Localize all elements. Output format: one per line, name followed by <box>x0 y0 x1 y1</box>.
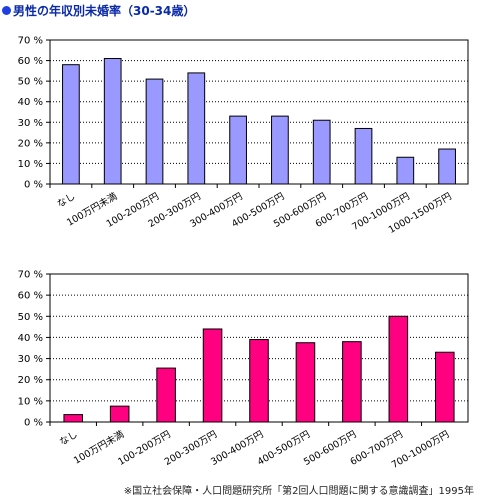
bar-7 <box>312 119 331 185</box>
chart-title-text: 男性の年収別未婚率（30-34歳） <box>13 4 196 18</box>
y-tick-label: 50 % <box>18 77 43 88</box>
y-tick-label: 50 % <box>18 312 43 323</box>
bar-8 <box>354 127 373 185</box>
bar-4 <box>187 72 206 185</box>
bar-2 <box>109 405 130 423</box>
bar-9 <box>396 156 415 185</box>
bar-7 <box>342 341 362 423</box>
y-tick-label: 60 % <box>18 291 43 302</box>
bar-4 <box>202 328 223 423</box>
bar-6 <box>295 342 316 423</box>
bar-1 <box>63 414 84 423</box>
y-tick-label: 60 % <box>18 56 43 67</box>
bar-6 <box>271 115 289 185</box>
y-tick-label: 0 % <box>24 180 43 191</box>
y-tick-label: 30 % <box>18 118 43 129</box>
bar-8 <box>388 315 409 423</box>
y-tick-label: 40 % <box>18 97 43 108</box>
bar-1 <box>62 64 80 185</box>
y-tick-label: 20 % <box>18 138 43 149</box>
bar-2 <box>103 58 122 185</box>
bar-10 <box>438 148 456 185</box>
chart-title: 男性の年収別未婚率（30-34歳） <box>2 2 195 19</box>
bar-3 <box>145 78 164 185</box>
y-tick-label: 40 % <box>18 333 43 344</box>
bar-3 <box>156 367 176 423</box>
y-tick-label: 10 % <box>18 396 43 407</box>
bar-5 <box>249 339 269 423</box>
x-tick-label: なし <box>58 429 80 448</box>
y-tick-label: 70 % <box>18 36 43 47</box>
bar-5 <box>229 115 247 185</box>
y-tick-label: 10 % <box>18 159 43 170</box>
y-tick-label: 30 % <box>18 354 43 365</box>
bullet-icon <box>2 6 11 15</box>
y-tick-label: 20 % <box>18 375 43 386</box>
y-tick-label: 70 % <box>18 270 43 281</box>
chart-unmarried-rate-1: 0 %10 %20 %30 %40 %50 %60 %70 %なし100万円未満… <box>18 36 469 236</box>
bar-9 <box>434 351 455 423</box>
y-tick-label: 0 % <box>24 418 43 429</box>
source-footnote: ※国立社会保障・人口問題研究所「第2回人口問題に関する意識調査」1995年 <box>123 486 474 497</box>
